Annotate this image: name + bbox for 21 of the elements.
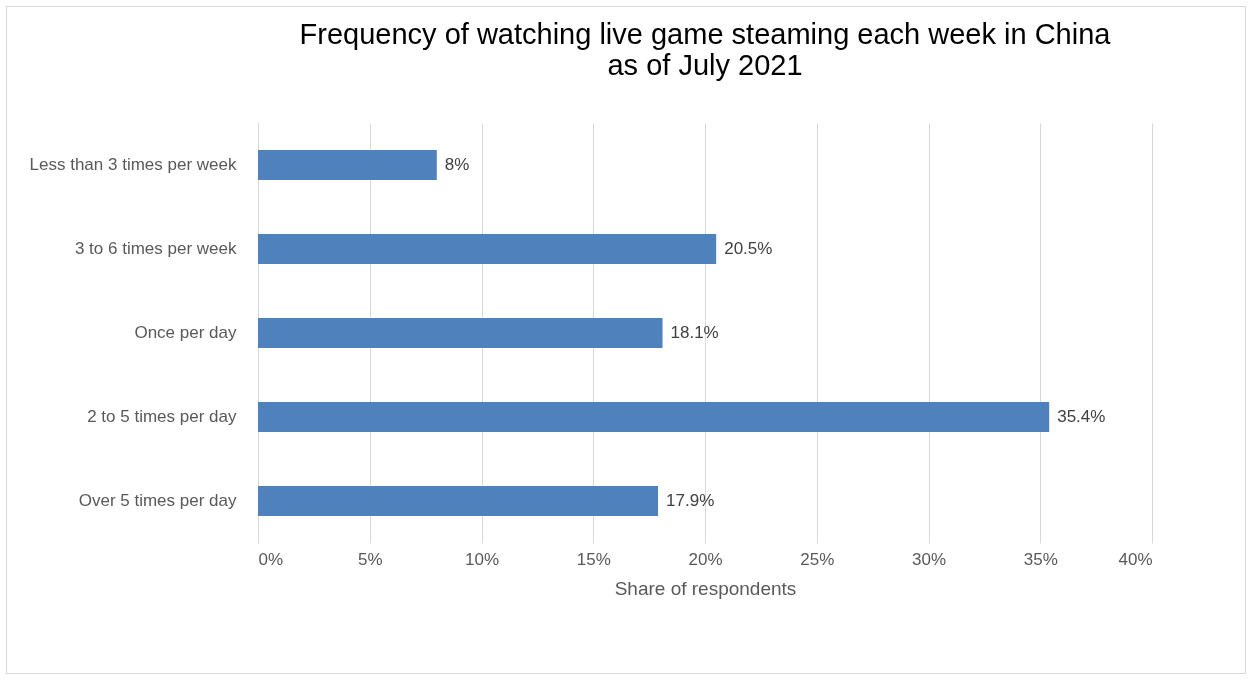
x-tick-label: 10% (464, 549, 500, 569)
y-tick-label: Over 5 times per day (78, 491, 237, 510)
x-tick-label: 15% (576, 549, 611, 569)
x-tick-label: 5% (357, 549, 383, 569)
y-tick-label: 2 to 5 times per day (87, 407, 237, 426)
data-label: 18.1% (670, 323, 719, 342)
chart-title: Frequency of watching live game steaming each week in China as of July 2021 (299, 18, 1112, 81)
x-tick-label: 25% (800, 549, 835, 569)
x-tick-label: 0% (258, 549, 284, 569)
y-tick-label: 3 to 6 times per week (74, 239, 237, 258)
x-tick-label: 20% (688, 549, 723, 569)
x-tick-label: 30% (911, 549, 947, 569)
data-label: 8% (444, 155, 470, 174)
data-label: 20.5% (724, 239, 773, 258)
x-axis-title: Share of respondents (614, 577, 797, 599)
y-tick-label: Less than 3 times per week (29, 155, 237, 174)
data-label: 35.4% (1057, 407, 1106, 426)
y-tick-label: Once per day (134, 323, 237, 342)
data-label: 17.9% (666, 491, 715, 510)
x-tick-label: 40% (1118, 549, 1153, 569)
x-tick-label: 35% (1023, 549, 1058, 569)
